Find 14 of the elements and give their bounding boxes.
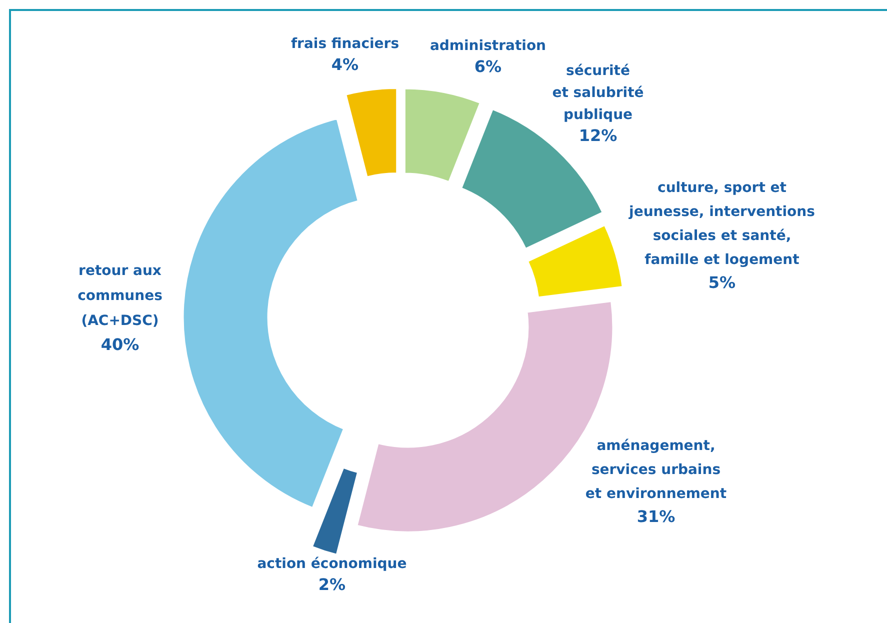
data-label: 5% — [708, 273, 736, 292]
slice-label: aménagement, services urbains et environnement — [585, 438, 727, 502]
slice-label: sécurité et salubrité publique — [552, 63, 644, 123]
slice-label: action économique — [257, 556, 407, 572]
slice-label: retour aux communes (AC+DSC) — [78, 263, 162, 329]
data-label: 4% — [331, 55, 359, 74]
data-label: 2% — [318, 575, 346, 594]
slice-label: culture, sport et jeunesse, interventions sociales et santé, famille et logement — [628, 180, 815, 268]
slice-label: administration — [430, 38, 546, 54]
slice-label: frais finaciers — [290, 36, 400, 52]
data-label: 6% — [474, 57, 502, 76]
data-label: 12% — [578, 126, 618, 145]
data-label: 40% — [100, 335, 140, 354]
data-label: 31% — [636, 507, 676, 526]
